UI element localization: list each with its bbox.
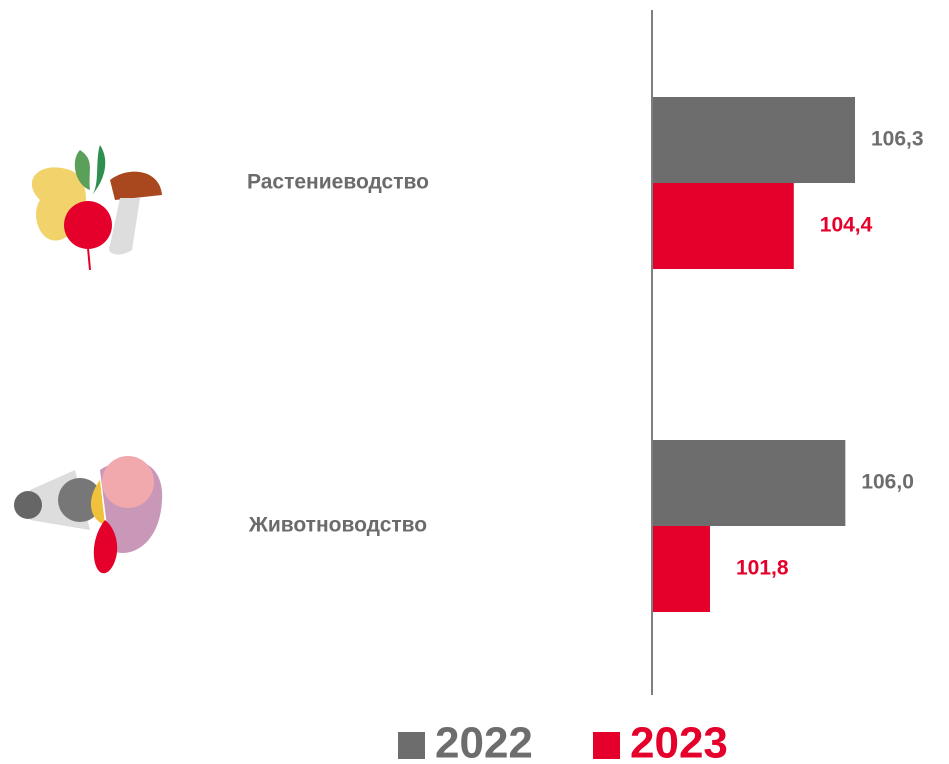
legend-label: 2022 bbox=[435, 719, 533, 764]
plant-icon bbox=[31, 145, 162, 271]
bar bbox=[652, 526, 710, 612]
legend-label: 2023 bbox=[630, 719, 728, 764]
category-label: Растениеводство bbox=[247, 171, 429, 194]
legend-swatch bbox=[398, 732, 425, 759]
bar bbox=[652, 183, 794, 269]
legend-swatch bbox=[593, 732, 620, 759]
value-label: 106,0 bbox=[861, 471, 914, 494]
value-label: 104,4 bbox=[820, 214, 873, 237]
animal-icon bbox=[14, 456, 163, 574]
value-label: 106,3 bbox=[871, 128, 924, 151]
category-label: Животноводство bbox=[248, 514, 427, 537]
bar bbox=[652, 97, 855, 183]
bar bbox=[652, 440, 846, 526]
value-label: 101,8 bbox=[736, 557, 789, 580]
